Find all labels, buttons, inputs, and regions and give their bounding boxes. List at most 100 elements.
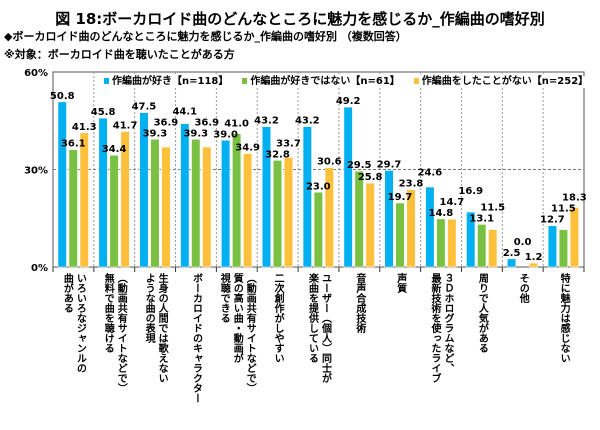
bar (466, 211, 476, 268)
data-label: 44.1 (172, 106, 197, 117)
legend-label: 作編曲が好き【n=118】 (112, 76, 229, 87)
data-label: 0.0 (514, 237, 532, 248)
bar (477, 224, 487, 268)
data-label: 11.5 (551, 204, 576, 215)
bar (324, 167, 334, 268)
category-label: （動画共有サイトなどで） 無料で曲を聴ける (102, 273, 127, 393)
bar (547, 225, 557, 268)
data-label: 29.7 (377, 159, 402, 170)
category-label: 声質 (394, 273, 406, 293)
category-label: ボーカロイドのキャラクター (190, 273, 202, 403)
data-label: 23.8 (399, 179, 424, 190)
data-label: 34.9 (235, 143, 260, 154)
category-label: その他 (517, 273, 529, 303)
data-label: 14.7 (440, 197, 465, 208)
data-label: 14.8 (429, 208, 454, 219)
y-tick-label: 60% (24, 68, 48, 79)
data-label: 39.3 (143, 128, 168, 139)
bar (302, 126, 312, 268)
data-label: 24.6 (418, 168, 443, 179)
bar (68, 149, 78, 268)
bar (283, 157, 293, 268)
category-label: ３Ｄホログラムなど、 最新技術を使ったライブ (429, 273, 454, 383)
data-label: 43.2 (254, 116, 279, 127)
bar (191, 139, 201, 268)
bar (161, 146, 171, 268)
legend-item: 作編曲が好き【n=118】 (104, 76, 228, 88)
bar (507, 258, 517, 268)
legend-swatch (413, 78, 419, 84)
data-label: 49.2 (336, 96, 361, 107)
y-tick-label: 0% (31, 263, 48, 274)
chart-subtitle: ◆ボーカロイド曲のどんなところに魅力を感じるか_作編曲の嗜好別 （複数回答） (4, 30, 407, 43)
legend-item: 作編曲をしたことがない【n=252】 (413, 76, 589, 88)
data-label: 45.8 (91, 107, 116, 118)
data-label: 47.5 (132, 102, 157, 113)
target-note: ※対象：ボーカロイド曲を聴いたことがある方 (4, 48, 235, 61)
data-label: 39.0 (213, 129, 238, 140)
bar (313, 192, 323, 268)
bar (365, 182, 375, 268)
bar (150, 139, 160, 268)
data-label: 19.7 (388, 192, 413, 203)
bar (406, 189, 416, 268)
bar (139, 112, 149, 268)
legend-label: 作編曲が好きではない【n=61】 (250, 76, 400, 87)
bar (202, 146, 212, 268)
data-label: 12.7 (540, 215, 565, 226)
bar (261, 126, 271, 268)
bar (384, 170, 394, 268)
data-label: 33.7 (276, 138, 301, 149)
data-label: 39.3 (183, 128, 208, 139)
bar (232, 133, 242, 268)
bar (569, 207, 579, 268)
category-label: 生身の人間では歌えない ような曲の表現 (143, 273, 168, 383)
data-label: 32.8 (265, 149, 290, 160)
category-label: （動画共有サイトなどで） 質の高い曲・動画が 視聴できる (218, 273, 256, 393)
bar (57, 101, 67, 268)
data-label: 36.1 (61, 139, 86, 150)
y-tick-label: 30% (24, 166, 48, 177)
data-label: 23.0 (306, 181, 331, 192)
bar (180, 123, 190, 268)
bar (488, 229, 498, 268)
data-label: 50.8 (50, 91, 75, 102)
legend-swatch (104, 78, 109, 84)
bar (354, 170, 364, 268)
data-label: 41.3 (72, 122, 97, 133)
data-label: 41.7 (113, 120, 138, 131)
data-label: 36.9 (154, 117, 179, 128)
data-label: 41.0 (224, 118, 249, 129)
bar (436, 218, 446, 268)
category-label: 二次創作がしやすい (272, 273, 284, 363)
bar (558, 229, 568, 268)
data-label: 11.5 (480, 202, 505, 213)
bar (425, 186, 435, 268)
bar (120, 131, 130, 268)
data-label: 18.3 (562, 193, 587, 204)
data-label: 30.6 (317, 157, 342, 168)
bar (447, 218, 457, 268)
legend-swatch (242, 78, 248, 84)
legend-label: 作編曲をしたことがない【n=252】 (421, 76, 589, 87)
data-label: 1.2 (525, 252, 543, 263)
data-label: 25.8 (358, 172, 383, 183)
data-label: 16.9 (458, 186, 483, 197)
bar (343, 106, 353, 268)
category-label: いろいろなジャンルの 曲がある (61, 273, 86, 373)
bar (221, 140, 231, 268)
bar (529, 262, 539, 268)
legend-item: 作編曲が好きではない【n=61】 (242, 76, 400, 88)
bar (395, 202, 405, 268)
bar (243, 153, 253, 268)
bar (272, 160, 282, 268)
data-label: 29.5 (347, 160, 372, 171)
category-label: 周りで人気がある (476, 273, 488, 353)
legend: 作編曲が好き【n=118】 作編曲が好きではない【n=61】 作編曲をしたことが… (104, 76, 589, 88)
data-label: 13.1 (469, 213, 494, 224)
category-label: ユーザー（個人）同士が 楽曲を提供している (306, 273, 331, 383)
bar (79, 132, 89, 268)
category-label: 音声合成技術 (353, 273, 365, 333)
data-label: 36.9 (194, 117, 219, 128)
